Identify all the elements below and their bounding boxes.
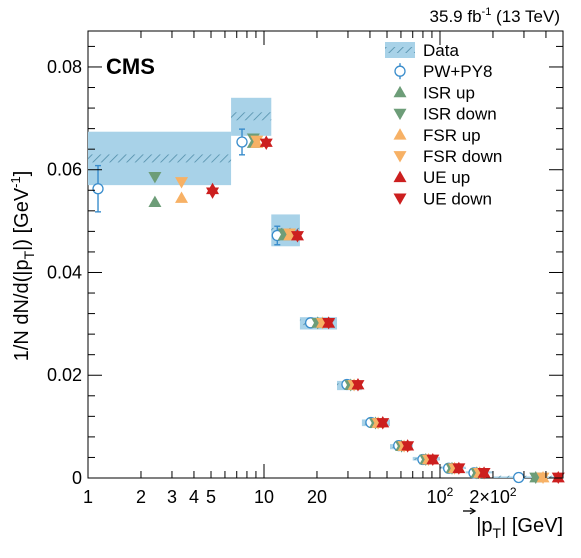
x-tick-label: 5 — [206, 487, 216, 507]
pw-py8-point — [92, 183, 104, 195]
x-tick-label: 1 — [83, 487, 93, 507]
legend-data-label: Data — [423, 41, 459, 60]
pw-py8-point — [513, 471, 525, 484]
ue-down-point — [401, 441, 415, 453]
ue-down-point — [259, 138, 273, 151]
plot-frame — [87, 30, 564, 479]
legend-ue-up-label: UE up — [423, 168, 470, 187]
isr-up-point — [148, 195, 162, 207]
luminosity-label: 35.9 fb-1 (13 TeV) — [430, 6, 560, 26]
x-tick-label: 2×102 — [469, 485, 517, 507]
lumi-exponent: -1 — [482, 6, 492, 18]
legend-data-hatch — [385, 47, 415, 53]
x-tick-label: 102 — [427, 485, 454, 507]
legend-isr-up-marker — [393, 85, 407, 98]
legend-fsr-down-marker — [393, 151, 407, 163]
y-tick-label: 0.06 — [47, 160, 82, 180]
legend-fsr-up-marker — [393, 128, 407, 140]
fsr-up-point — [175, 191, 189, 203]
x-tick-label: 2 — [136, 487, 146, 507]
ue-down-point — [322, 317, 336, 330]
legend-ue-up-marker — [393, 170, 407, 183]
legend-fsr-down-label: FSR down — [423, 147, 502, 166]
ue-down-point — [452, 463, 466, 475]
legend-isr-down-marker — [393, 108, 407, 121]
legend-fsr-up-label: FSR up — [423, 126, 481, 145]
legend-pw-py8-marker — [394, 65, 406, 77]
x-tick-label: 20 — [307, 487, 327, 507]
lumi-suffix: (13 TeV) — [491, 7, 560, 26]
y-tick-label: 0 — [72, 468, 82, 488]
data-hatch — [492, 475, 563, 478]
y-axis-title: 1/N dN/d(|pT|) [GeV-1] — [8, 171, 37, 362]
ue-down-point — [206, 187, 220, 199]
ue-down-point — [290, 231, 304, 243]
y-tick-label: 0.04 — [47, 262, 82, 282]
legend: Data PW+PY8 ISR up ISR down FSR up FSR down UE… — [385, 41, 502, 208]
data-hatch — [88, 154, 232, 163]
isr-down-point — [148, 172, 162, 184]
pw-py8-point — [236, 136, 248, 148]
legend-isr-down-label: ISR down — [423, 105, 497, 124]
legend-ue-down-label: UE down — [423, 189, 492, 208]
y-tick-label: 0.08 — [47, 57, 82, 77]
legend-isr-up-label: ISR up — [423, 83, 475, 102]
ue-down-point — [351, 380, 365, 392]
legend-ue-down-marker — [393, 193, 407, 205]
y-tick-label: 0.02 — [47, 365, 82, 385]
ue-down-point — [426, 454, 440, 467]
x-axis-title: |pT| [GeV] — [463, 507, 563, 541]
fsr-down-point — [175, 177, 189, 189]
fsr-down-point — [250, 135, 264, 147]
lumi-text: 35.9 fb — [430, 7, 482, 26]
data-hatch — [231, 112, 272, 121]
cms-label: CMS — [106, 54, 155, 79]
legend-pw-py8-label: PW+PY8 — [423, 62, 492, 81]
x-axis-label: |pT| [GeV] — [476, 515, 563, 541]
ue-down-point — [376, 418, 390, 430]
ue-down-point — [477, 467, 491, 480]
x-tick-label: 3 — [167, 487, 177, 507]
x-tick-label: 4 — [189, 487, 199, 507]
y-axis-label: 1/N dN/d(|pT|) [GeV-1] — [8, 171, 37, 362]
plot-area: 0 0.02 0.04 0.06 0.08 1 2 3 4 5 10 20 102 2×102 — [47, 30, 565, 507]
x-tick-label: 10 — [254, 487, 274, 507]
